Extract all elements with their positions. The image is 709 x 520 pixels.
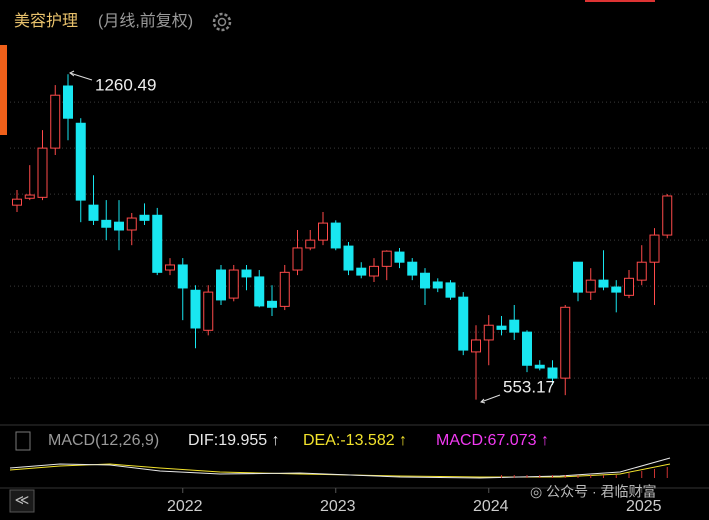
candle-body bbox=[37, 147, 48, 198]
x-tick-label: 2023 bbox=[320, 498, 356, 515]
candle-body bbox=[560, 306, 571, 379]
indicator-value: DIF:19.955 ↑ bbox=[188, 432, 280, 449]
candle-body bbox=[496, 325, 507, 330]
candle-body bbox=[573, 261, 583, 293]
annotation: 553.17 bbox=[503, 377, 555, 396]
scroll-left-button[interactable] bbox=[9, 489, 35, 513]
candle-body bbox=[471, 339, 481, 353]
indicator-value: MACD:67.073 ↑ bbox=[436, 432, 549, 449]
candle-body bbox=[241, 269, 252, 278]
candle-body bbox=[636, 261, 647, 281]
candle-body bbox=[534, 364, 545, 369]
candle-body bbox=[139, 214, 150, 221]
arrow-head bbox=[480, 398, 486, 404]
settings-icon[interactable] bbox=[212, 12, 232, 32]
gear-inner bbox=[217, 17, 227, 27]
candle-body bbox=[611, 286, 622, 293]
candle-body bbox=[63, 85, 73, 119]
candle-body bbox=[330, 222, 341, 249]
candle-body bbox=[483, 324, 494, 341]
candle-body bbox=[165, 264, 175, 271]
candle-body bbox=[356, 267, 367, 276]
candle-body bbox=[522, 331, 532, 366]
candle-body bbox=[75, 122, 86, 201]
gear-outer bbox=[212, 12, 232, 32]
candle-body bbox=[24, 194, 35, 199]
x-tick-label: 2025 bbox=[626, 498, 662, 515]
candle-body bbox=[228, 269, 239, 299]
candle-body bbox=[394, 251, 405, 263]
candle-body bbox=[445, 282, 456, 298]
candle-body bbox=[254, 276, 265, 307]
candle-body bbox=[662, 195, 673, 236]
candle-body bbox=[585, 279, 596, 293]
annotation-arrow bbox=[480, 394, 501, 403]
candle-body bbox=[279, 271, 290, 307]
candle-body bbox=[598, 279, 609, 288]
candle-body bbox=[101, 219, 112, 228]
candle-body bbox=[88, 204, 99, 221]
candle-body bbox=[216, 269, 226, 301]
chart-subtitle: (月线,前复权) bbox=[98, 12, 193, 30]
candle-body bbox=[203, 291, 214, 331]
plot-area bbox=[10, 74, 709, 400]
candle-body bbox=[12, 198, 22, 206]
candle-body bbox=[190, 289, 201, 329]
candle-body bbox=[649, 234, 660, 263]
x-tick-label: 2024 bbox=[473, 498, 509, 515]
candle-body bbox=[292, 247, 303, 271]
candle-body bbox=[369, 265, 379, 277]
indicator-value: DEA:-13.582 ↑ bbox=[303, 432, 407, 449]
candle-body bbox=[547, 367, 558, 379]
candle-body bbox=[509, 319, 520, 333]
macd-pane bbox=[9, 457, 671, 479]
arrow-head bbox=[69, 70, 75, 77]
x-tick-label: 2022 bbox=[167, 498, 203, 515]
indicator-title: MACD(12,26,9) bbox=[48, 432, 159, 449]
candle-body bbox=[343, 245, 354, 271]
annotation-arrow bbox=[69, 72, 93, 81]
side-tab bbox=[0, 45, 7, 135]
dif-line bbox=[9, 457, 671, 479]
watermark: ◎ 公众号 · 君临财富 bbox=[530, 484, 657, 500]
candle-body bbox=[126, 217, 137, 231]
scroll-left-icon: ≪ bbox=[15, 492, 30, 508]
candle-body bbox=[114, 221, 124, 231]
candle-body bbox=[458, 296, 469, 351]
candle-body bbox=[318, 222, 328, 241]
pane-toggle[interactable] bbox=[15, 431, 31, 451]
candle-body bbox=[624, 277, 634, 296]
candle-body bbox=[420, 272, 430, 289]
chart-title: 美容护理 bbox=[14, 12, 78, 30]
candle-body bbox=[432, 281, 443, 289]
annotation: 1260.49 bbox=[95, 75, 156, 94]
candle-body bbox=[152, 214, 163, 273]
candle-body bbox=[177, 264, 188, 289]
candle-body bbox=[305, 239, 316, 249]
candle-body bbox=[50, 94, 61, 149]
candle-body bbox=[267, 300, 277, 308]
candle-body bbox=[407, 261, 418, 276]
candle-body bbox=[381, 250, 392, 267]
